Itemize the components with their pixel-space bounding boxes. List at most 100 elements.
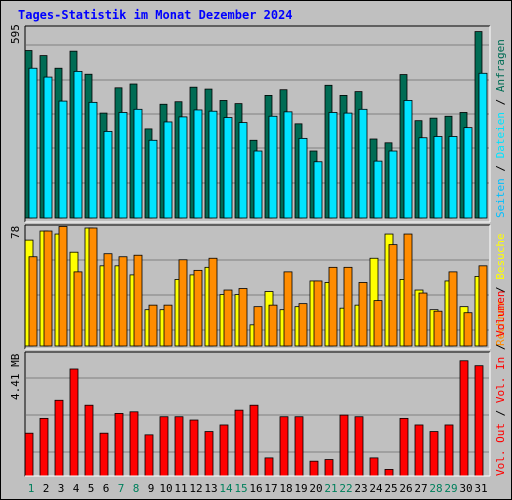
x-label-day-27: 27	[414, 482, 427, 495]
legend-entry-besuche: Besuche	[494, 233, 507, 279]
bar-rechner-day-31	[478, 265, 488, 347]
bar-dateien-day-14	[223, 117, 233, 219]
bar-dateien-day-10	[163, 121, 173, 219]
bar-volumen-day-10	[159, 416, 169, 477]
bar-volumen-day-1	[24, 432, 34, 477]
x-label-day-26: 26	[399, 482, 412, 495]
bar-rechner-day-26	[403, 233, 413, 347]
bar-rechner-day-9	[148, 304, 158, 347]
x-label-day-21: 21	[324, 482, 337, 495]
x-label-day-22: 22	[339, 482, 352, 495]
bar-volumen-day-22	[339, 414, 349, 477]
bar-dateien-day-3	[58, 100, 68, 219]
bar-volumen-day-29	[444, 424, 454, 477]
bar-dateien-day-13	[208, 110, 218, 219]
bar-volumen-day-15	[234, 409, 244, 477]
bar-dateien-day-15	[238, 122, 248, 219]
bar-rechner-day-12	[193, 269, 203, 347]
bar-dateien-day-19	[298, 137, 308, 219]
bar-rechner-day-20	[313, 280, 323, 347]
legend-separator: /	[494, 403, 507, 423]
x-label-day-6: 6	[103, 482, 110, 495]
x-label-day-2: 2	[43, 482, 50, 495]
bar-volumen-day-16	[249, 404, 259, 477]
bar-rechner-day-30	[463, 312, 473, 347]
x-label-day-13: 13	[204, 482, 217, 495]
legend-separator: /	[494, 280, 507, 300]
x-label-day-17: 17	[264, 482, 277, 495]
bar-dateien-day-22	[343, 112, 353, 219]
bar-volumen-day-11	[174, 416, 184, 477]
x-label-day-15: 15	[234, 482, 247, 495]
y-max-label-top: 595	[9, 24, 22, 44]
bar-dateien-day-9	[148, 139, 158, 219]
x-label-day-19: 19	[294, 482, 307, 495]
bar-volumen-day-23	[354, 416, 364, 477]
bar-volumen-day-2	[39, 417, 49, 477]
bar-rechner-day-5	[88, 227, 98, 347]
bar-dateien-day-31	[478, 72, 488, 219]
bars	[24, 31, 488, 477]
bar-dateien-day-28	[433, 136, 443, 219]
bar-volumen-day-4	[69, 368, 79, 477]
bar-dateien-day-20	[313, 161, 323, 219]
bar-dateien-day-24	[373, 160, 383, 219]
legend-text: Rechner / Besuche	[494, 233, 507, 346]
bar-volumen-day-27	[414, 424, 424, 477]
x-label-day-1: 1	[28, 482, 35, 495]
bar-dateien-day-21	[328, 112, 338, 219]
bar-dateien-day-27	[418, 137, 428, 219]
legend-entry-vol-in: Vol. In	[494, 357, 507, 403]
legend-entry-dateien: Dateien	[494, 112, 507, 158]
bar-volumen-day-7	[114, 413, 124, 477]
bar-rechner-day-10	[163, 304, 173, 347]
bar-volumen-day-5	[84, 404, 94, 477]
bar-rechner-day-18	[283, 271, 293, 347]
bar-rechner-day-6	[103, 253, 113, 347]
bar-rechner-day-19	[298, 303, 308, 347]
bar-volumen-day-14	[219, 424, 229, 477]
bar-volumen-day-24	[369, 457, 379, 477]
x-label-day-29: 29	[444, 482, 457, 495]
x-label-day-14: 14	[219, 482, 233, 495]
bar-dateien-day-4	[73, 70, 83, 219]
bar-dateien-day-30	[463, 127, 473, 219]
x-label-day-10: 10	[159, 482, 172, 495]
bar-dateien-day-29	[448, 136, 458, 219]
legend-entry-volumen: Volumen	[494, 291, 507, 337]
x-label-day-30: 30	[459, 482, 472, 495]
legend-entry-anfragen: Anfragen	[494, 39, 507, 92]
bar-rechner-day-27	[418, 292, 428, 347]
bar-dateien-day-26	[403, 100, 413, 219]
bar-volumen-day-17	[264, 457, 274, 477]
legend-separator: /	[494, 158, 507, 178]
bar-volumen-day-19	[294, 416, 304, 477]
legend-separator: /	[494, 337, 507, 357]
bar-volumen-day-25	[384, 469, 394, 477]
bar-volumen-day-26	[399, 417, 409, 477]
bar-dateien-day-12	[193, 109, 203, 219]
bar-rechner-day-11	[178, 259, 188, 347]
bar-volumen-day-30	[459, 360, 469, 477]
bar-rechner-day-29	[448, 271, 458, 347]
bar-rechner-day-4	[73, 271, 83, 347]
bar-dateien-day-5	[88, 101, 98, 219]
x-label-day-3: 3	[58, 482, 65, 495]
legend-text: Seiten / Dateien / Anfragen	[494, 39, 507, 218]
bar-dateien-day-8	[133, 108, 143, 219]
legend-entry-vol-out: Vol. Out	[494, 423, 507, 476]
bar-dateien-day-18	[283, 111, 293, 219]
legend-entry-rechner: Rechner	[494, 299, 507, 346]
x-label-day-12: 12	[189, 482, 202, 495]
bar-dateien-day-17	[268, 115, 278, 219]
x-label-day-23: 23	[354, 482, 367, 495]
x-label-day-4: 4	[73, 482, 80, 495]
x-axis-day-labels: 1 2 3 4 5 6 7 8 9 10 11 12 13 14 15 16 17 18 19 20 21 22 23 24 2…	[28, 482, 488, 495]
bar-rechner-day-8	[133, 254, 143, 347]
x-label-day-9: 9	[148, 482, 155, 495]
bar-rechner-day-13	[208, 257, 218, 347]
x-label-day-31: 31	[474, 482, 487, 495]
x-label-day-28: 28	[429, 482, 442, 495]
legend-bottom: Vol. Out / Vol. In / Volumen	[494, 291, 507, 476]
bar-rechner-day-15	[238, 288, 248, 347]
